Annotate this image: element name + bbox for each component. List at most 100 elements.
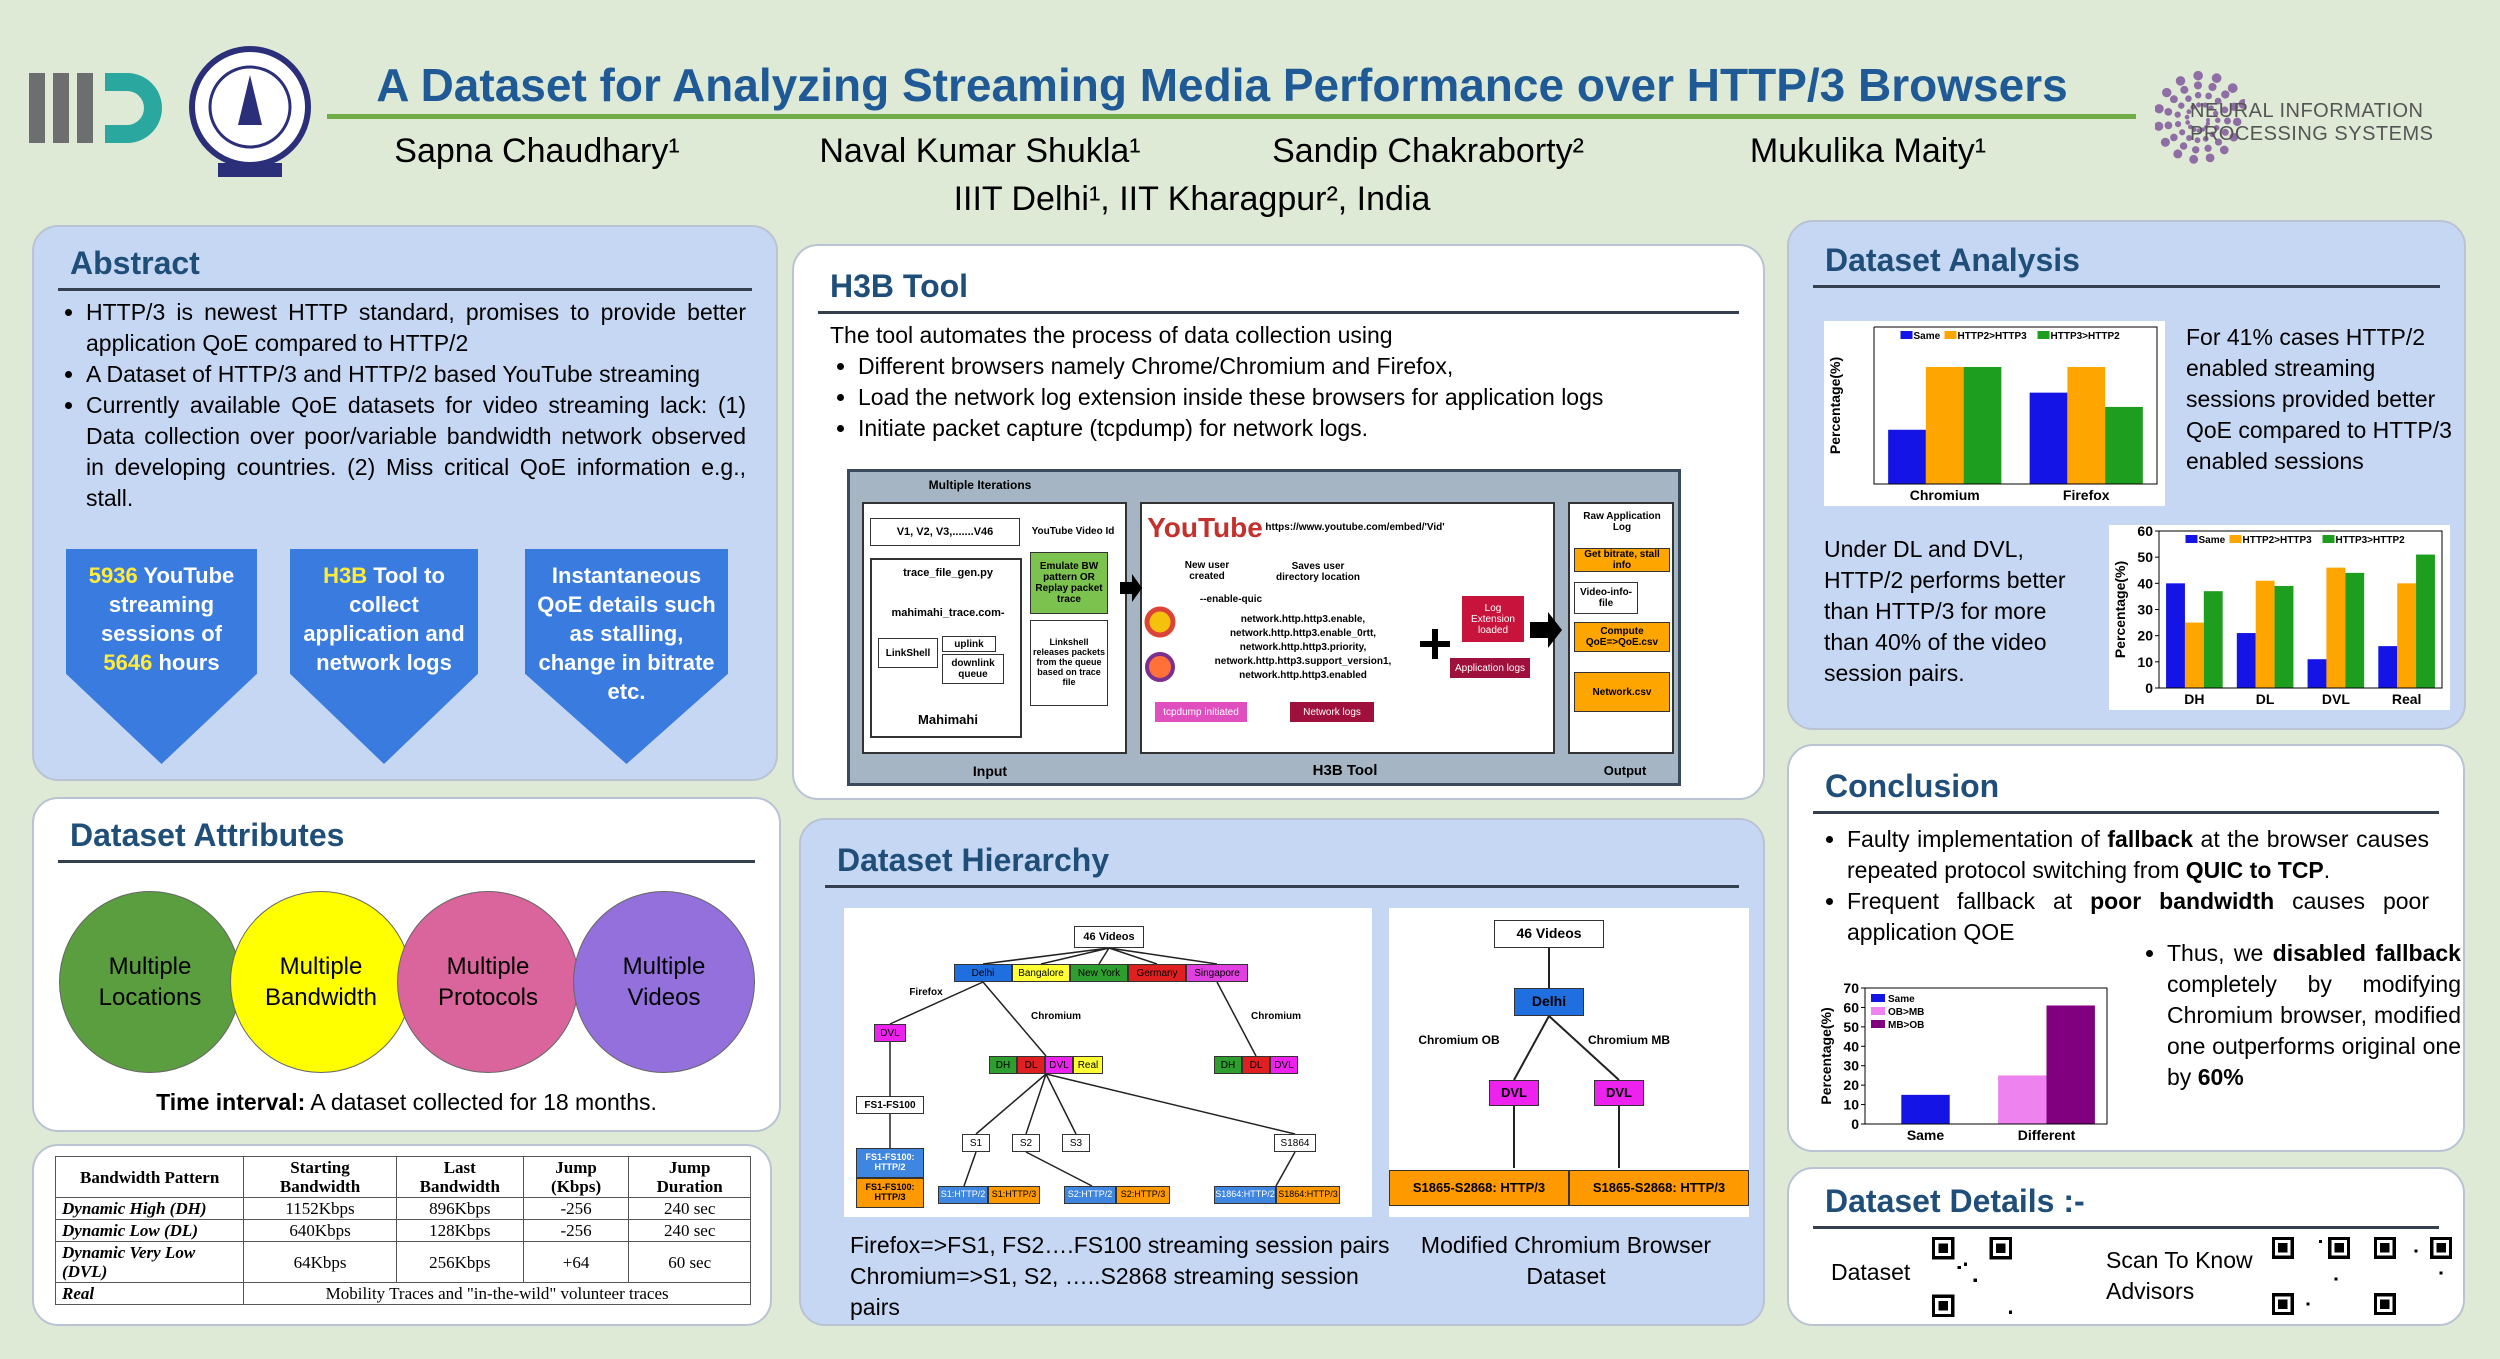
legend-swatch: [2229, 535, 2242, 543]
diagram-node: network.http.http3.priority,: [1239, 641, 1367, 653]
attribute-circle: Multiple Locations: [59, 891, 241, 1073]
bar: [2307, 659, 2327, 688]
y-tick-label: 50: [1843, 1019, 1859, 1035]
bar: [2184, 622, 2204, 688]
time-interval: Time interval: A dataset collected for 1…: [34, 1089, 779, 1116]
logo-dot: [2214, 138, 2223, 146]
h3b-panel: H3B Tool The tool automates the process …: [792, 244, 1765, 800]
header-cell: Last Bandwidth: [395, 1156, 524, 1198]
title-rule: [327, 114, 2136, 119]
callout: 5936 YouTube streaming sessions of 5646 …: [66, 549, 257, 764]
table-row: Real Mobility Traces and "in-the-wild" vo…: [54, 1282, 751, 1305]
note-label: Time interval:: [156, 1089, 306, 1115]
logo-dot: [2196, 128, 2202, 133]
abstract-panel: Abstract HTTP/3 is newest HTTP standard,…: [32, 225, 778, 781]
y-tick-label: 0: [1851, 1116, 1859, 1132]
logo-dot: [2205, 121, 2210, 126]
x-tick-label: Chromium: [1910, 487, 1980, 503]
poster-title: A Dataset for Analyzing Streaming Media …: [376, 59, 2068, 111]
logo-dot: [2223, 117, 2231, 125]
logo-dot: [2185, 120, 2191, 125]
diagram-node: mahimahi_trace.com-: [891, 606, 1005, 619]
diagram-node: Singapore: [1186, 964, 1248, 982]
x-tick-label: DL: [2256, 691, 2275, 707]
diagram-node: trace_file_gen.py: [903, 566, 993, 579]
logo-dot: [2206, 118, 2210, 122]
attribute-circle: Multiple Protocols: [397, 891, 579, 1073]
y-axis-label: Percentage(%): [1818, 1007, 1834, 1104]
details-panel: Dataset Details :- Dataset Scan To Know …: [1787, 1167, 2465, 1326]
bullet: Frequent fallback at poor bandwidth caus…: [1847, 886, 2429, 948]
diagram-node: S1:HTTP/3: [988, 1186, 1040, 1204]
diagram-node: S1: [962, 1134, 990, 1152]
diagram-node: Log Extension loaded: [1462, 596, 1524, 642]
logo-dot: [2214, 117, 2221, 124]
diagram-node: Bangalore: [1012, 964, 1070, 982]
table-cell: Mobility Traces and "in-the-wild" volunt…: [243, 1282, 751, 1305]
axes: [2158, 530, 2443, 689]
logo-dot: [2174, 120, 2182, 128]
y-tick-label: 70: [1843, 982, 1859, 996]
diagram-node: YouTube: [1147, 511, 1263, 543]
diagram-node: Linkshell releases packets from the queu…: [1030, 620, 1108, 706]
table-cell: 60 sec: [628, 1241, 751, 1283]
diagram-node: S1:HTTP/2: [938, 1186, 988, 1204]
section-heading: Dataset Hierarchy: [825, 842, 1739, 888]
y-tick-label: 10: [2137, 654, 2153, 670]
logo-dot: [2205, 153, 2215, 163]
table-cell: 64Kbps: [243, 1241, 397, 1283]
logo-dot: [2213, 124, 2220, 131]
diagram-node: Chromium MB: [1588, 1033, 1670, 1048]
logo-dot: [2186, 109, 2192, 115]
bar: [2046, 1005, 2095, 1124]
logo-dot: [2193, 70, 2203, 81]
logo-dot: [2185, 95, 2192, 102]
bar: [2236, 633, 2256, 688]
logo-dot: [2188, 124, 2193, 130]
axes: [1873, 326, 2158, 485]
diagram-node: network.http.http3.enabled: [1239, 669, 1367, 681]
diagram-node: https://www.youtube.com/embed/'Vid': [1265, 521, 1445, 533]
diagram-node: network.http.http3.enable,: [1240, 613, 1366, 625]
logo-dot: [2184, 114, 2190, 120]
author: Naval Kumar Shukla¹: [819, 132, 1141, 170]
logo-dot: [2194, 137, 2201, 144]
table-cell: Dynamic Low (DL): [54, 1219, 245, 1242]
logo-dot: [2179, 142, 2188, 150]
diagram-node: FS1-FS100: HTTP/2: [856, 1148, 924, 1178]
bar: [1888, 429, 1926, 484]
bar: [1925, 366, 1964, 484]
table-cell: 640Kbps: [243, 1219, 397, 1242]
diagram-box: [870, 558, 1022, 738]
bar: [2166, 583, 2185, 688]
header-cell: Jump (Kbps): [522, 1156, 630, 1198]
table-panel: Bandwidth Pattern Starting Bandwidth Last …: [32, 1144, 772, 1326]
diagram-node: Network.csv: [1574, 672, 1670, 712]
bar: [2067, 366, 2106, 484]
diagram-node: S2:HTTP/3: [1116, 1186, 1170, 1204]
qr-code: [2272, 1237, 2350, 1315]
legend-swatch: [1871, 994, 1885, 1002]
logo-dot: [2155, 104, 2164, 114]
y-tick-label: 10: [1843, 1097, 1859, 1113]
hierarchy-diagram: 46 Videos Delhi Chromium OB Chromium MB DVL D…: [1389, 908, 1749, 1217]
logo-dot: [2238, 99, 2245, 109]
y-tick-label: 30: [1843, 1058, 1859, 1074]
bullet: Currently available QoE datasets for vid…: [86, 390, 746, 514]
y-tick-label: 0: [2145, 680, 2153, 696]
header-cell: Starting Bandwidth: [243, 1156, 397, 1198]
diagram-node: network.http.http3.support_version1,: [1214, 655, 1392, 667]
bar: [2397, 583, 2417, 688]
diagram-node: Chromium: [1031, 1010, 1081, 1022]
bullet-list: Different browsers namely Chrome/Chromiu…: [830, 351, 1603, 444]
diagram-node: uplink: [942, 636, 996, 652]
intro: The tool automates the process of data c…: [830, 322, 1393, 348]
table-cell: +64: [522, 1241, 630, 1283]
diagram-node: FS1-FS100: HTTP/3: [856, 1178, 924, 1208]
tree-lines: [889, 947, 1296, 1187]
bullet: Different browsers namely Chrome/Chromiu…: [858, 351, 1603, 382]
legend-swatch: [1944, 331, 1957, 339]
diagram-node: DVL: [1270, 1056, 1298, 1074]
diagram-node: Application logs: [1450, 658, 1530, 678]
logo-dot: [2178, 102, 2185, 109]
